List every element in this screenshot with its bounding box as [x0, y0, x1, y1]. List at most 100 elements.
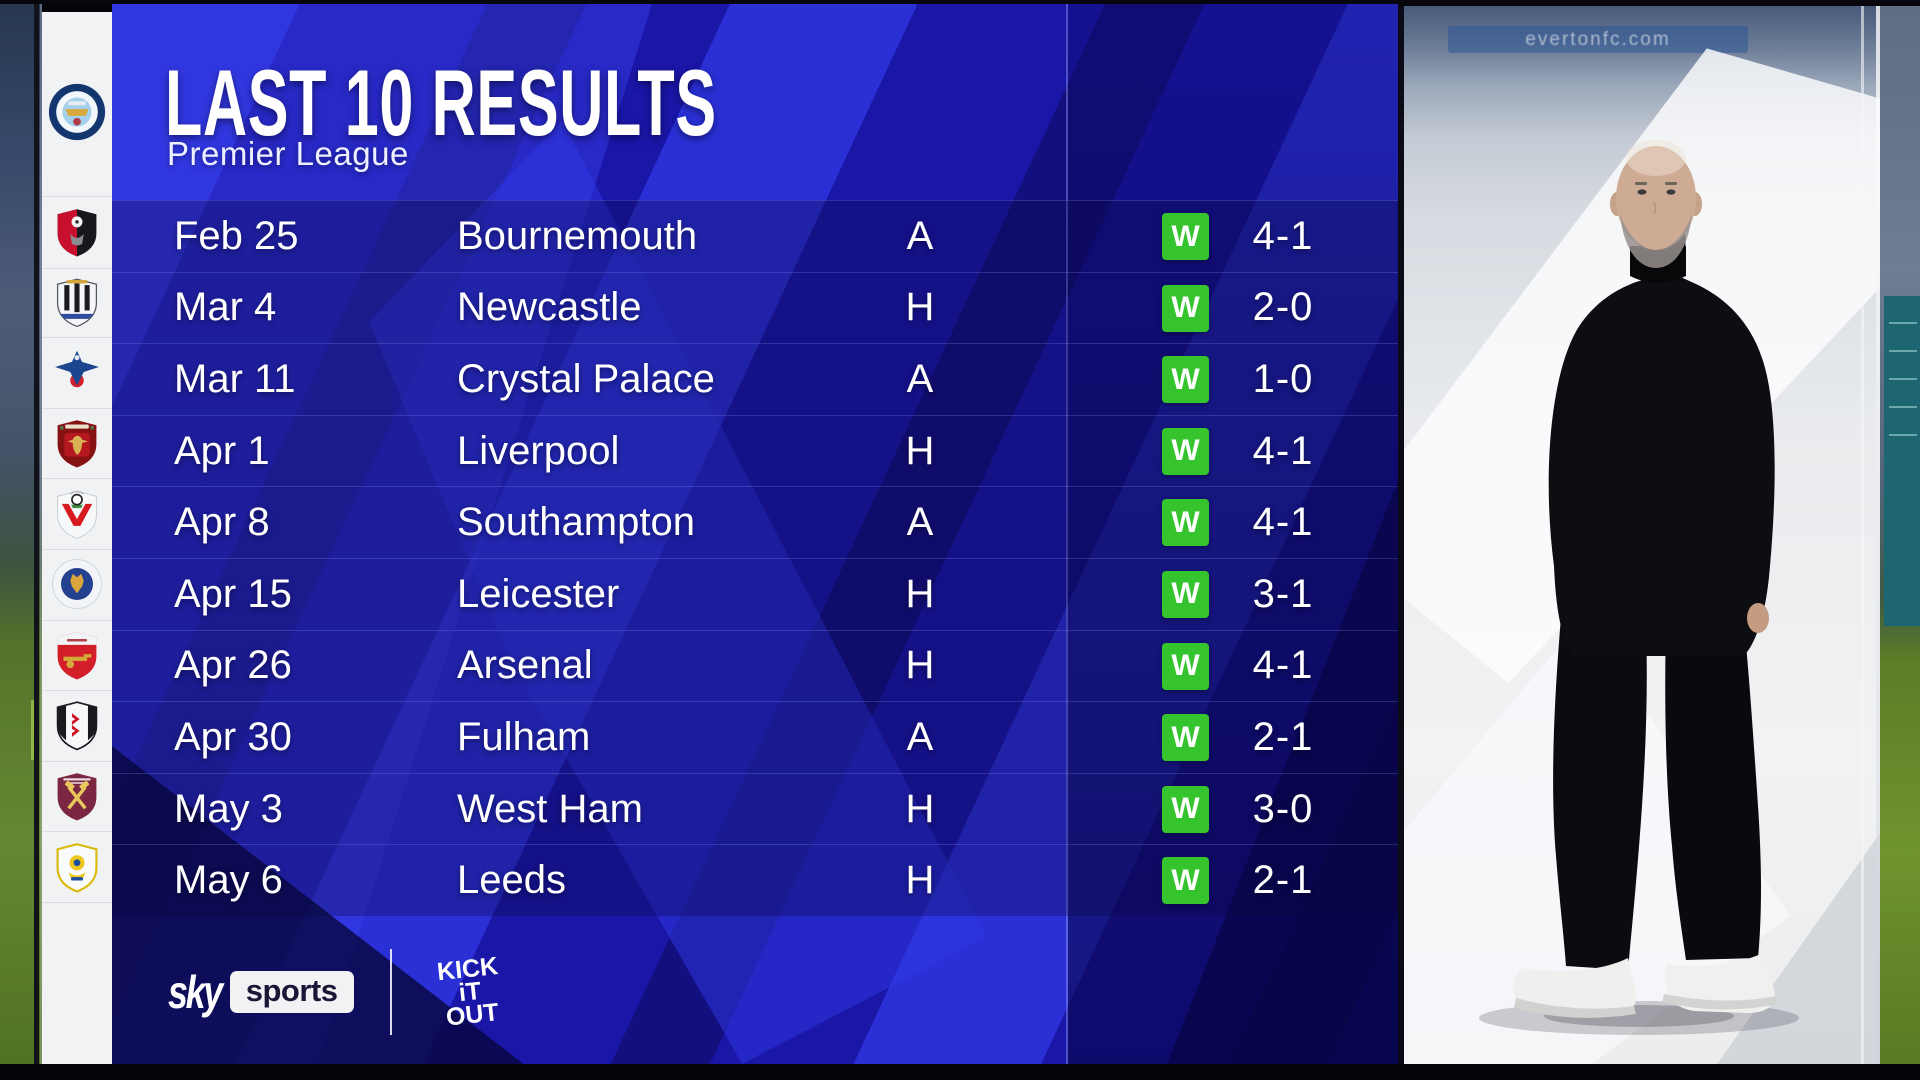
footer-logos: sky sports KICK iT OUT [168, 942, 518, 1042]
page-title: LAST 10 RESULTS [165, 50, 717, 155]
result-row: Feb 25 Bournemouth A W 4-1 [112, 200, 1398, 272]
opponent-badge-cell [42, 831, 112, 903]
result-row: Apr 26 Arsenal H W 4-1 [112, 629, 1398, 702]
opponent-badge-cell [42, 620, 112, 692]
match-score: 4-1 [1252, 213, 1314, 258]
glass-seam [1861, 6, 1864, 1064]
sky-sports-wordmark: sports [229, 971, 354, 1013]
home-away-indicator: A [906, 714, 934, 759]
manchester-city-badge-icon [46, 81, 108, 143]
win-badge: W [1162, 356, 1209, 404]
leicester-badge-icon [50, 557, 104, 611]
stadium-sign: evertonfc.com [1448, 26, 1748, 53]
opponent-name: Leicester [457, 571, 620, 616]
home-away-indicator: H [905, 571, 935, 616]
win-badge: W [1162, 642, 1209, 690]
sky-logo: sky [168, 966, 223, 1018]
home-away-indicator: H [905, 858, 935, 903]
opponent-name: Newcastle [457, 285, 642, 330]
match-date: Apr 1 [174, 428, 270, 473]
southampton-badge-icon [50, 487, 104, 541]
bournemouth-badge-icon [50, 205, 104, 259]
opponent-name: Arsenal [457, 643, 593, 688]
leeds-badge-icon [50, 840, 104, 894]
opponent-badge-cell [42, 408, 112, 480]
win-badge: W [1162, 570, 1209, 618]
match-score: 2-1 [1252, 714, 1314, 759]
results-panel: LAST 10 RESULTS Premier League Feb 25 Bou… [112, 4, 1398, 1064]
result-row: Mar 4 Newcastle H W 2-0 [112, 271, 1398, 344]
result-row: Mar 11 Crystal Palace A W 1-0 [112, 343, 1398, 415]
opponent-name: Fulham [457, 714, 591, 759]
column-divider-line [1066, 4, 1068, 1064]
opponent-badge-cell [42, 478, 112, 550]
opponent-name: Bournemouth [457, 213, 698, 258]
home-away-indicator: H [905, 643, 935, 688]
win-badge: W [1162, 427, 1209, 475]
frame-bottom-edge [0, 1064, 1920, 1080]
win-badge: W [1162, 499, 1209, 547]
opponent-name: West Ham [457, 786, 643, 831]
crystal-palace-badge-icon [50, 345, 104, 399]
match-date: Mar 11 [174, 356, 296, 401]
home-away-indicator: A [906, 356, 934, 401]
result-row: Apr 8 Southampton A W 4-1 [112, 486, 1398, 558]
club-badge-strip [42, 12, 112, 1064]
match-score: 4-1 [1252, 500, 1314, 545]
opponent-badge-cell [42, 337, 112, 409]
pitch-highlight [31, 700, 34, 760]
fulham-badge-icon [50, 698, 104, 752]
arsenal-badge-icon [50, 628, 104, 682]
stadium-background-left [0, 0, 42, 1080]
match-date: Mar 4 [174, 285, 277, 330]
home-away-indicator: H [905, 428, 935, 473]
match-date: Apr 8 [174, 500, 270, 545]
win-badge: W [1162, 213, 1209, 260]
frame-seam-highlight [40, 0, 42, 1080]
opponent-name: Crystal Palace [457, 356, 715, 401]
pep-guardiola-photo [1479, 140, 1799, 1035]
manager-photo-panel: evertonfc.com [1398, 6, 1920, 1064]
opponent-badge-cell [42, 690, 112, 762]
match-score: 1-0 [1252, 356, 1314, 401]
newcastle-badge-icon [50, 275, 104, 329]
result-row: Apr 1 Liverpool H W 4-1 [112, 414, 1398, 487]
home-away-indicator: H [905, 285, 935, 330]
stadium-background-right [1880, 6, 1920, 1064]
opponent-badge-cell [42, 761, 112, 833]
glass-seam [1876, 6, 1880, 1064]
result-row: May 3 West Ham H W 3-0 [112, 772, 1398, 845]
match-date: Feb 25 [174, 213, 299, 258]
opponent-name: Liverpool [457, 428, 620, 473]
match-score: 3-0 [1252, 786, 1314, 831]
home-away-indicator: A [906, 213, 934, 258]
logo-separator [389, 949, 392, 1035]
win-badge: W [1162, 714, 1209, 762]
match-date: Apr 30 [174, 714, 292, 759]
opponent-name: Leeds [457, 858, 566, 903]
kick-it-out-logo: KICK iT OUT [418, 952, 521, 1032]
team-badge-cell [42, 62, 112, 162]
result-row: Apr 30 Fulham A W 2-1 [112, 701, 1398, 773]
opponent-badge-cell [42, 267, 112, 339]
home-away-indicator: A [906, 500, 934, 545]
match-score: 4-1 [1252, 428, 1314, 473]
match-score: 2-1 [1252, 858, 1314, 903]
win-badge: W [1162, 785, 1209, 833]
match-date: May 3 [174, 786, 283, 831]
opponent-name: Southampton [457, 500, 695, 545]
match-date: Apr 26 [174, 643, 292, 688]
frame-seam [34, 0, 39, 1080]
stadium-scoreboard [1884, 296, 1920, 626]
west-ham-badge-icon [50, 769, 104, 823]
score-column-shade [1068, 4, 1398, 1064]
match-score: 2-0 [1252, 285, 1314, 330]
result-row: May 6 Leeds H W 2-1 [112, 844, 1398, 916]
opponent-badge-cell [42, 549, 112, 621]
liverpool-badge-icon [50, 416, 104, 470]
home-away-indicator: H [905, 786, 935, 831]
competition-subtitle: Premier League [167, 135, 409, 172]
match-date: Apr 15 [174, 571, 292, 616]
results-table: Feb 25 Bournemouth A W 4-1 Mar 4 Newcastle H W 2-… [112, 200, 1398, 916]
